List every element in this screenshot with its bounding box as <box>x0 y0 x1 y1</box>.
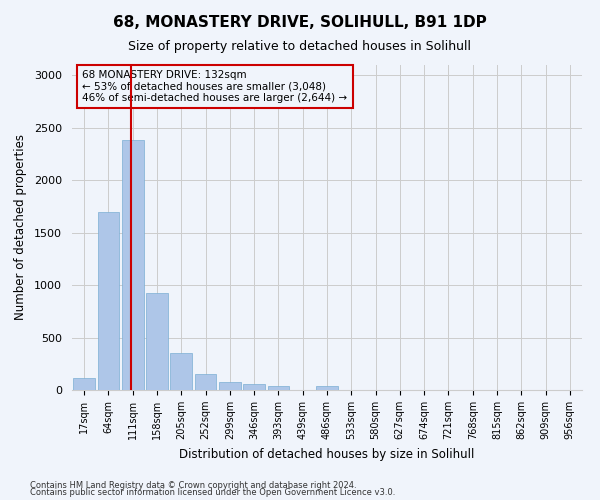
X-axis label: Distribution of detached houses by size in Solihull: Distribution of detached houses by size … <box>179 448 475 460</box>
Bar <box>97 212 119 390</box>
Bar <box>170 354 192 390</box>
Text: 68 MONASTERY DRIVE: 132sqm
← 53% of detached houses are smaller (3,048)
46% of s: 68 MONASTERY DRIVE: 132sqm ← 53% of deta… <box>82 70 347 103</box>
Bar <box>219 382 241 390</box>
Y-axis label: Number of detached properties: Number of detached properties <box>14 134 27 320</box>
Text: Size of property relative to detached houses in Solihull: Size of property relative to detached ho… <box>128 40 472 53</box>
Bar <box>194 374 217 390</box>
Bar <box>146 292 168 390</box>
Bar <box>73 378 95 390</box>
Bar <box>243 384 265 390</box>
Text: 68, MONASTERY DRIVE, SOLIHULL, B91 1DP: 68, MONASTERY DRIVE, SOLIHULL, B91 1DP <box>113 15 487 30</box>
Text: Contains public sector information licensed under the Open Government Licence v3: Contains public sector information licen… <box>30 488 395 497</box>
Bar <box>122 140 143 390</box>
Bar <box>268 386 289 390</box>
Text: Contains HM Land Registry data © Crown copyright and database right 2024.: Contains HM Land Registry data © Crown c… <box>30 480 356 490</box>
Bar <box>316 386 338 390</box>
